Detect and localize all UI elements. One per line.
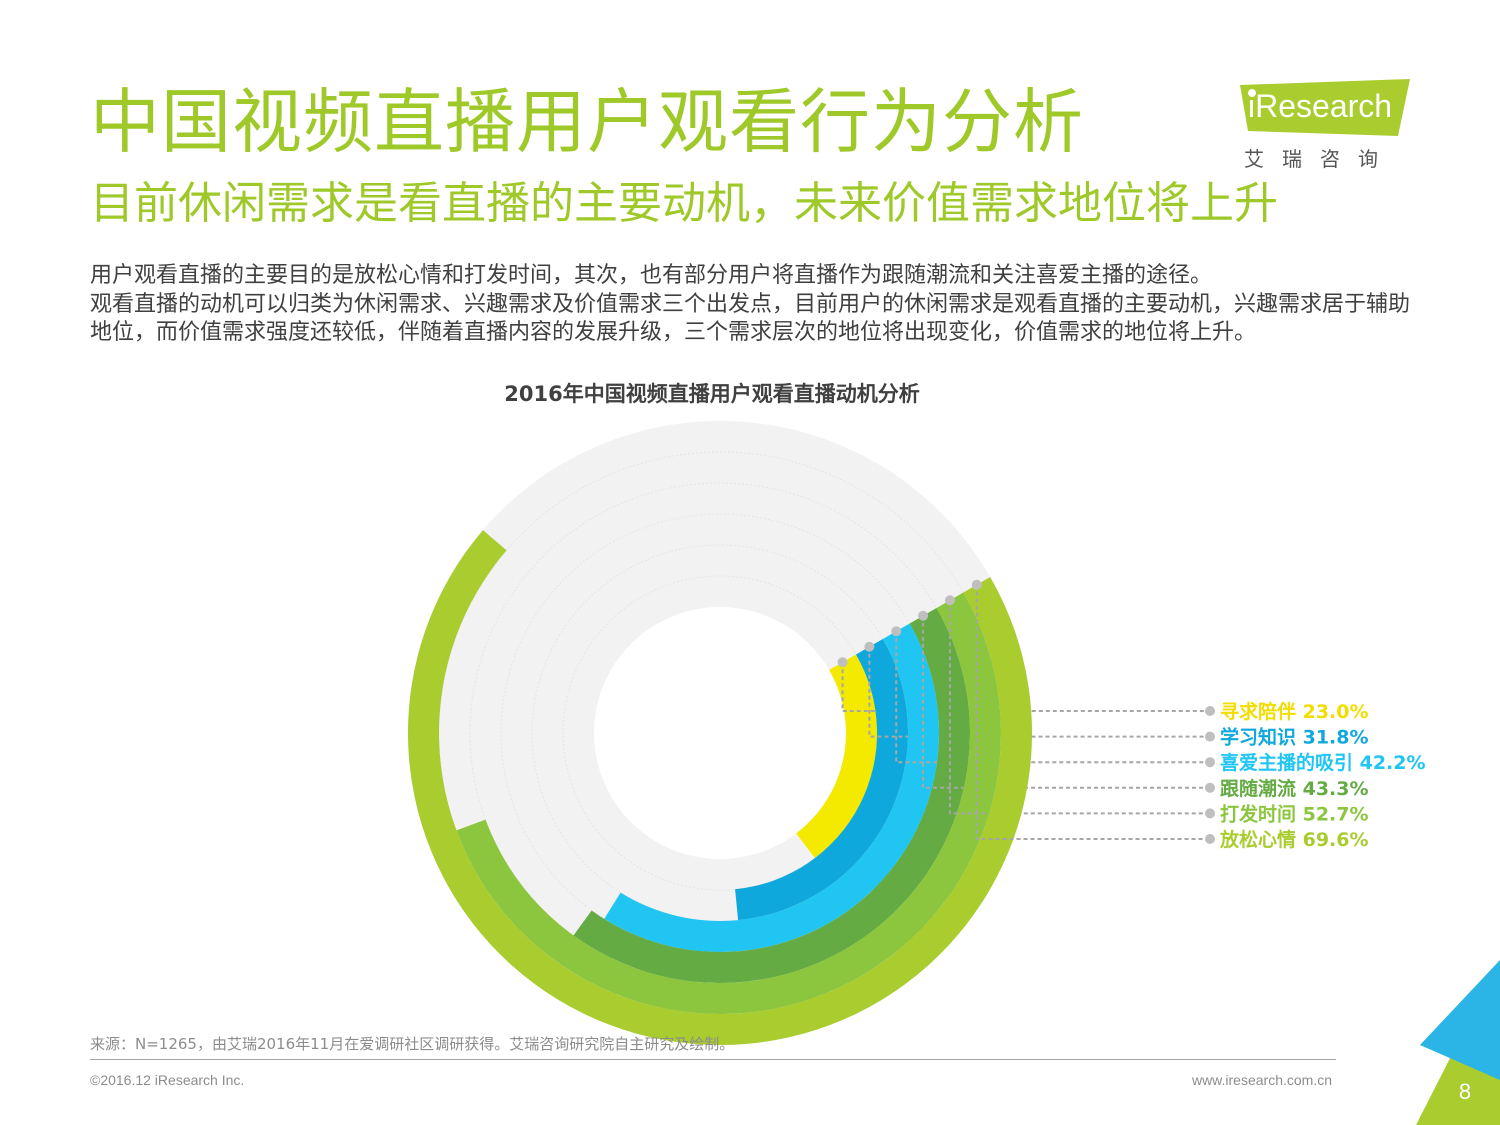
leader-dot — [944, 595, 955, 606]
page-title: 中国视频直播用户观看行为分析 — [90, 81, 1084, 163]
leader-line — [922, 615, 1206, 789]
body-paragraph-1: 用户观看直播的主要目的是放松心情和打发时间，其次，也有部分用户将直播作为跟随潮流… — [90, 263, 1213, 288]
body-paragraph-2: 观看直播的动机可以归类为休闲需求、兴趣需求及价值需求三个出发点，目前用户的休闲需… — [90, 291, 1411, 346]
leader-dot — [1205, 757, 1215, 768]
leader-line — [948, 600, 1206, 815]
leader-line — [975, 584, 1206, 840]
footer-divider — [90, 1059, 1336, 1060]
leader-dot — [971, 579, 982, 590]
body-text: 用户观看直播的主要目的是放松心情和打发时间，其次，也有部分用户将直播作为跟随潮流… — [90, 262, 1430, 348]
leader-line — [841, 662, 1206, 712]
logo-brand-text: iResearch — [1248, 88, 1393, 124]
series-label: 跟随潮流 43.3% — [1220, 777, 1369, 800]
series-label: 喜爱主播的吸引 42.2% — [1220, 751, 1426, 774]
bar-3 — [604, 623, 939, 952]
bar-4 — [573, 608, 971, 984]
leader-dot — [1205, 706, 1215, 716]
chart-title: 2016年中国视频直播用户观看直播动机分析 — [504, 382, 920, 406]
leader-dot — [1205, 834, 1215, 844]
bar-6 — [408, 530, 1032, 1045]
corner-decoration — [1416, 960, 1500, 1125]
bar-2 — [735, 639, 909, 921]
page-number: 8 — [1458, 1079, 1472, 1104]
leader-dot — [864, 641, 875, 652]
leader-dot — [837, 657, 848, 668]
leader-dot — [1205, 731, 1215, 742]
series-label: 寻求陪伴 23.0% — [1220, 700, 1369, 723]
leader-dot — [1205, 782, 1215, 793]
leader-line — [868, 646, 1206, 738]
source-note: 来源：N=1265，由艾瑞2016年11月在爱调研社区调研获得。艾瑞咨询研究院自… — [90, 1035, 735, 1053]
page-subtitle: 目前休闲需求是看直播的主要动机，未来价值需求地位将上升 — [90, 178, 1278, 229]
leader-dot — [918, 610, 929, 621]
copyright-text: ©2016.12 iResearch Inc. — [90, 1072, 245, 1088]
website-text: www.iresearch.com.cn — [1191, 1072, 1332, 1088]
ireasearch-logo — [1240, 79, 1410, 136]
series-label: 打发时间 52.7% — [1220, 802, 1369, 825]
leader-line — [895, 631, 1206, 764]
bar-1 — [796, 654, 877, 859]
series-label: 放松心情 69.6% — [1219, 828, 1369, 851]
logo-chinese-text: 艾瑞咨询 — [1244, 147, 1396, 171]
series-label: 学习知识 31.8% — [1220, 726, 1369, 749]
leader-dot — [1205, 808, 1215, 819]
leader-dot — [891, 626, 902, 637]
